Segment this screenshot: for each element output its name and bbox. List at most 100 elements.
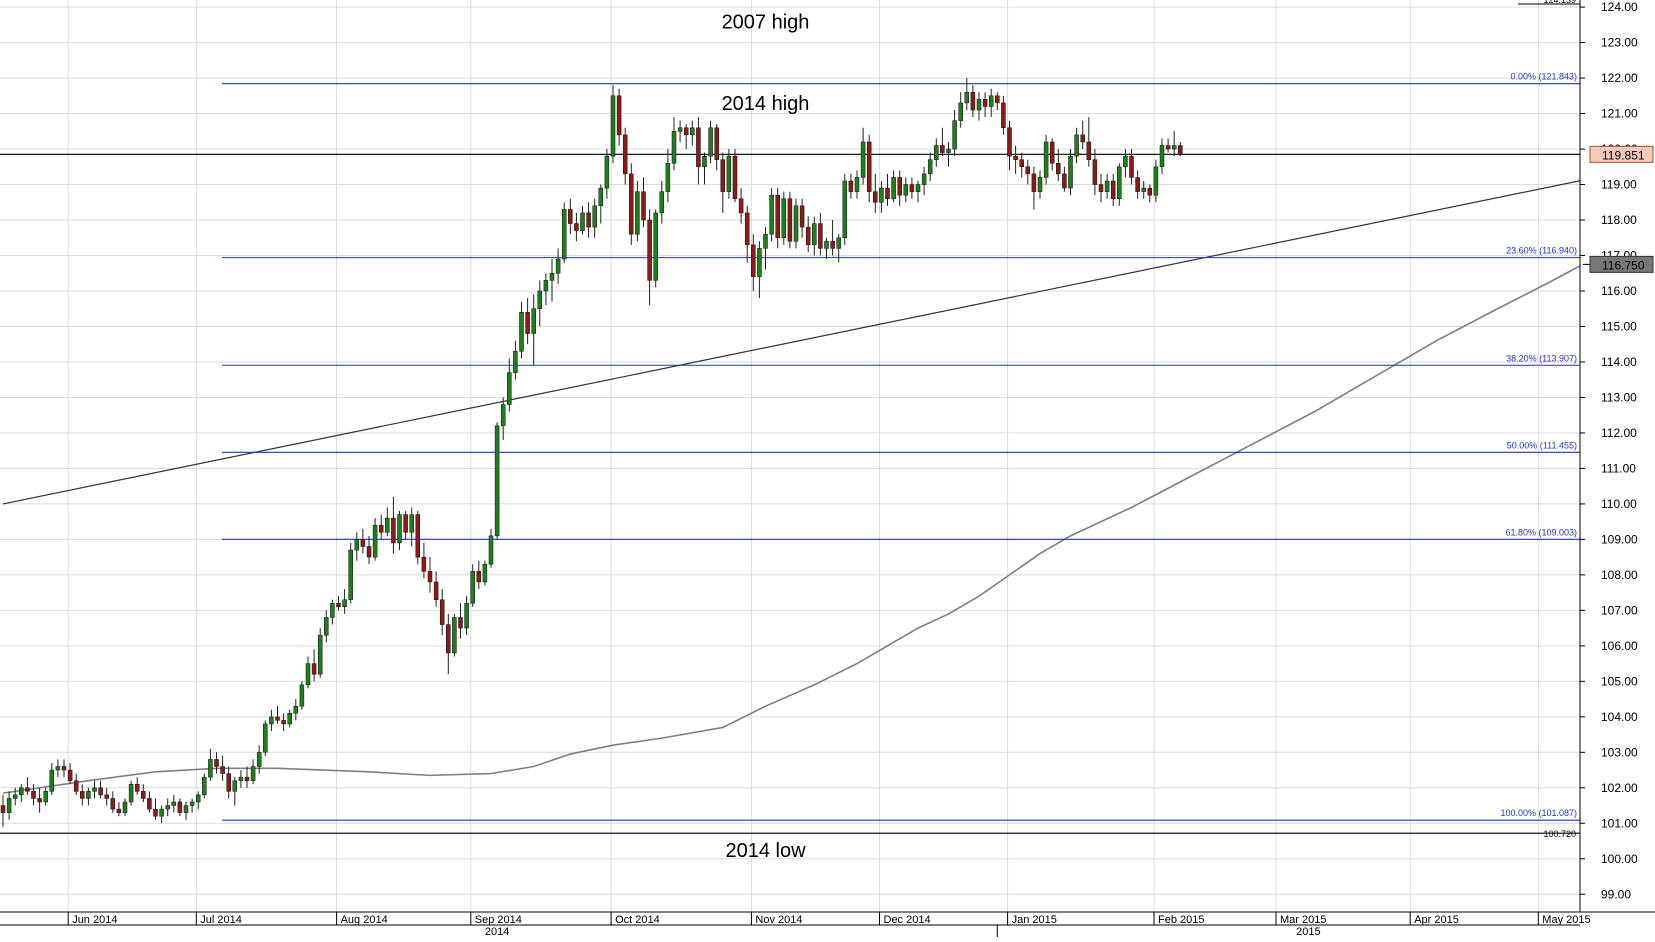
candle-body-down [360, 539, 366, 547]
candle-body-up [299, 684, 305, 707]
candle [848, 173, 854, 199]
price-axis-tick-label: 105.00 [1601, 674, 1638, 688]
candle-body-up [372, 524, 378, 558]
candle [378, 514, 384, 540]
candle-body-down [738, 198, 744, 214]
candle-body-up [1068, 155, 1073, 189]
candle [549, 259, 555, 302]
candle-body-up [988, 95, 994, 107]
candle [1013, 145, 1018, 174]
candle [702, 152, 707, 185]
candle [891, 170, 896, 203]
candle-body-down [281, 720, 286, 725]
candle-body-up [263, 723, 268, 753]
candle [153, 798, 158, 820]
candle-body-up [171, 801, 177, 806]
candle [653, 209, 658, 288]
candle-body-down [98, 787, 103, 796]
candle-body-up [921, 173, 927, 185]
hidden-top-label: 124.139 [1518, 0, 1580, 5]
fibonacci-level-label: 0.00% (121.843) [1510, 72, 1577, 82]
candle [183, 801, 189, 820]
candle [244, 766, 250, 788]
candle-body-up [958, 102, 963, 121]
candle-body-down [647, 219, 652, 281]
candle-body-down [866, 141, 872, 192]
price-axis: 99.00 100.00 101.00 102.00 103.00 104.00 105.0… [1518, 0, 1655, 912]
candle-body-up [1074, 134, 1079, 157]
month-label: Jul 2014 [200, 914, 242, 926]
candle [25, 777, 30, 795]
candle [988, 88, 994, 118]
candle [1080, 120, 1085, 150]
candle-body-up [1171, 145, 1177, 150]
candle-body-down [848, 180, 854, 192]
candle-body-up [891, 177, 896, 199]
candle [1031, 166, 1037, 210]
moving-average-line [2, 263, 1584, 794]
candle [275, 706, 280, 724]
price-axis-tick-label: 118.00 [1601, 213, 1637, 227]
candle-body-up [854, 177, 860, 192]
candle-body-down [1086, 141, 1092, 160]
candle-body-down [1147, 187, 1153, 196]
candle-body-up [824, 241, 829, 249]
price-axis-tick-label: 104.00 [1601, 710, 1638, 724]
candle-body-up [1159, 145, 1165, 168]
candle [458, 603, 463, 639]
candle-body-up [757, 248, 762, 278]
candle [263, 720, 268, 756]
candle-body-down [799, 205, 805, 228]
candle-body-up [500, 404, 506, 427]
candle-body-up [946, 148, 951, 153]
candle [31, 784, 36, 806]
candle [793, 198, 799, 249]
candle-body-up [202, 776, 207, 796]
candle [256, 745, 262, 774]
candle [1171, 131, 1177, 157]
candle-body-up [659, 191, 665, 214]
candle [1135, 170, 1140, 199]
candle-body-down [995, 95, 1000, 104]
candle [842, 173, 848, 245]
candle-body-up [507, 372, 512, 405]
candle [1074, 127, 1079, 164]
candle [927, 152, 933, 181]
candle [824, 237, 829, 260]
candle-body-down [1025, 166, 1031, 175]
candle-body-down [873, 191, 878, 203]
candle [561, 202, 567, 263]
candle [531, 294, 536, 366]
candle-body-down [147, 798, 152, 810]
candle-body-up [348, 549, 353, 600]
candle [610, 85, 616, 164]
candle [1165, 138, 1171, 153]
candle-body-up [604, 155, 610, 189]
candle [598, 184, 604, 224]
candle [513, 340, 518, 380]
candle [12, 787, 18, 806]
price-axis-tick-label: 116.00 [1601, 284, 1637, 298]
candle [757, 241, 762, 299]
candle [1086, 117, 1092, 167]
candle-body-up [769, 194, 774, 235]
candle [964, 78, 970, 111]
candle-body-up [397, 514, 402, 544]
candle-body-down [616, 95, 622, 136]
candle-body-up [19, 787, 24, 796]
candle [940, 127, 945, 157]
candle-body-up [812, 223, 817, 246]
candle [311, 649, 317, 682]
candle-body-up [1117, 166, 1122, 199]
candle [354, 532, 360, 561]
candle-body-down [415, 514, 421, 558]
candle [214, 752, 219, 774]
candle-body-down [226, 773, 231, 792]
candle-body-up [836, 237, 841, 249]
candle [1159, 138, 1165, 174]
candle-body-up [1037, 177, 1043, 192]
candle [635, 180, 640, 242]
candle-body-down [818, 223, 823, 249]
candle-body-up [781, 198, 787, 239]
candle-body-up [6, 798, 12, 813]
